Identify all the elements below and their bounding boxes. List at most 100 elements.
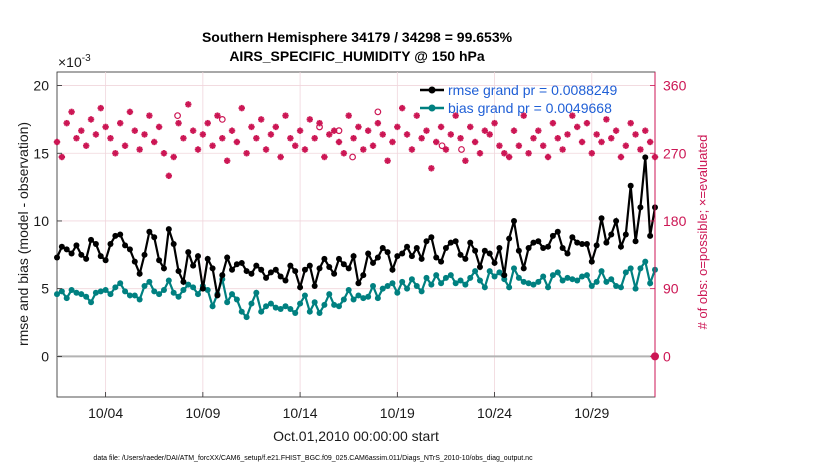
obs-evaluated-marker [136,146,143,153]
series-point [438,258,445,265]
series-point [447,272,454,279]
obs-evaluated-marker [165,172,173,180]
obs-evaluated-marker [603,116,610,123]
obs-evaluated-markers [53,101,659,361]
series-point [491,259,498,266]
series-point [229,291,236,298]
series-point [131,258,138,265]
obs-evaluated-marker [374,119,382,127]
series-point [58,243,65,250]
obs-evaluated-marker [501,150,508,157]
series-point [525,280,532,287]
series-point [180,278,187,285]
series-point [301,292,308,299]
legend-rmse-label: rmse grand pr = 0.0088249 [448,82,617,98]
obs-evaluated-marker [97,104,104,112]
series-point [194,291,201,298]
obs-evaluated-marker [598,138,605,146]
obs-possible-marker [349,153,356,161]
obs-evaluated-marker [335,138,343,146]
series-point [579,240,586,247]
obs-evaluated-marker [515,142,523,149]
obs-evaluated-marker [637,146,644,153]
series-point [486,268,493,275]
obs-evaluated-marker [632,131,639,138]
series-point [637,265,644,272]
series-point [365,293,372,300]
obs-possible-marker [374,108,382,116]
series-point [530,281,537,288]
series-point [107,240,114,247]
series-point [335,255,342,262]
series-point [491,273,498,280]
series-point [345,265,352,272]
obs-evaluated-marker [408,146,416,153]
series-point [326,264,333,270]
obs-evaluated-marker [63,119,70,127]
obs-possible-marker [218,115,226,123]
series-point [136,270,143,277]
obs-evaluated-marker [471,138,479,146]
series-point [102,287,109,294]
series-point [360,272,367,279]
series-point [287,305,294,312]
obs-evaluated-marker [491,119,498,127]
obs-evaluated-marker [228,127,236,134]
obs-evaluated-marker [126,108,134,116]
obs-evaluated-marker [209,142,216,149]
obs-evaluated-marker [617,153,625,161]
obs-evaluated-marker [486,131,493,138]
obs-evaluated-marker [68,108,75,116]
series-point [238,308,245,315]
series-point [335,303,342,310]
y-right-tick-label: 270 [663,145,687,161]
series-point [564,250,571,257]
series-point [632,285,639,292]
series-point [126,292,133,299]
obs-evaluated-marker [418,135,425,142]
obs-evaluated-marker [462,157,469,164]
obs-evaluated-marker [539,142,547,149]
series-point [506,235,513,242]
obs-evaluated-marker [496,142,503,149]
obs-evaluated-marker [253,135,260,142]
series-point [472,268,479,275]
series-point [520,265,527,272]
obs-evaluated-marker [73,135,80,142]
obs-evaluated-marker [384,157,391,164]
series-point [418,255,425,262]
series-point [442,274,449,281]
series-point [520,278,527,285]
obs-evaluated-marker [131,127,138,134]
series-point [272,304,279,311]
series-point [418,288,425,295]
series-point [384,282,391,289]
series-point [428,281,435,288]
obs-evaluated-marker [321,153,328,161]
series-point [54,291,60,298]
series-point [83,293,90,300]
obs-evaluated-marker [437,123,445,131]
series-point [622,231,629,238]
series-point [345,287,352,294]
obs-evaluated-marker [112,150,119,157]
series-point [297,284,304,291]
obs-evaluated-marker [219,135,226,142]
series-point [331,270,338,277]
obs-evaluated-marker [189,127,197,134]
series-point [447,239,454,246]
series-point [593,242,600,249]
y-axis-right-label: # of obs: o=possible; ×=evaluated [695,135,710,330]
obs-evaluated-marker [87,116,95,123]
bias-series [54,258,658,321]
obs-evaluated-marker [433,138,440,146]
series-point [73,289,80,296]
series-point [472,247,479,254]
y-tick-label: 10 [33,213,49,229]
obs-evaluated-marker [272,123,279,131]
y-tick-label: 0 [41,348,49,364]
series-point [306,308,313,315]
series-point [156,257,163,264]
series-point [185,281,192,288]
series-point [248,300,255,307]
